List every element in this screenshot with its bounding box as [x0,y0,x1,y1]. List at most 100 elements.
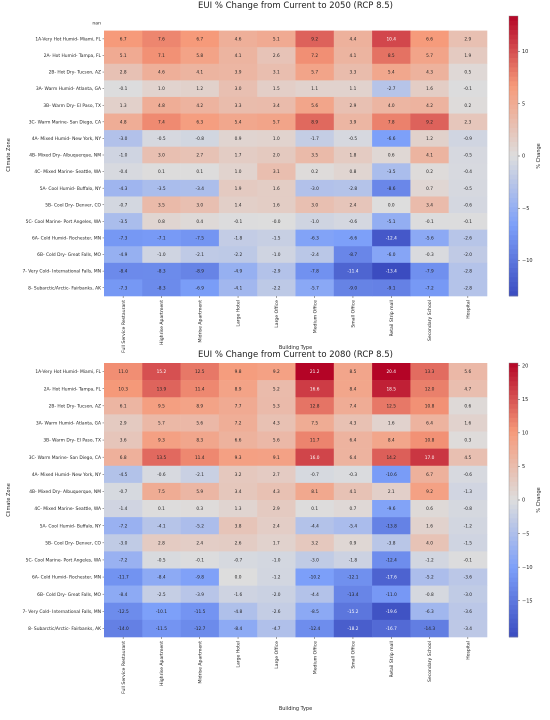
heatmap-cell [257,380,296,398]
cell-value-label: -12.4 [309,626,320,632]
heatmap-cell [218,619,258,638]
cell-value-label: 9.3 [235,455,242,461]
heatmap-cell [333,397,373,415]
heatmap-cell [218,500,258,518]
heatmap-cell [295,551,335,569]
colorbar-segment [509,363,518,368]
colorbar-segment [509,454,518,460]
heatmap-cell [410,47,449,65]
cell-value-label: 4.3 [273,421,280,427]
heatmap-cell [448,262,488,280]
colorbar-segment [509,58,518,64]
heatmap-cell [448,585,488,604]
heatmap-cell [372,213,411,230]
heatmap-cell [142,63,181,81]
heatmap-cell [257,96,296,114]
cell-value-label: -7.3 [119,236,128,242]
row-label: 5C- Cool Marine- Port Angeles, WA [26,219,101,225]
cell-value-label: -2.8 [464,285,473,291]
heatmap-cell [410,380,449,398]
cell-value-label: 1.0 [158,86,165,92]
colorbar-segment [509,165,518,171]
x-tick-label: Hospital [465,300,471,319]
heatmap-cell [295,96,335,114]
cell-value-label: -2.5 [157,592,166,598]
heatmap-cell [295,213,335,230]
cell-value-label: 0.6 [426,506,433,512]
heatmap-cell [257,113,296,131]
cell-value-label: 2.8 [158,540,165,546]
cell-value-label: 7.2 [311,53,318,59]
heatmap-cell [218,146,258,164]
heatmap-cell [142,517,181,535]
heatmap-cell [295,363,335,381]
colorbar-segment [509,605,518,610]
heatmap-cell [142,113,181,131]
colorbar-segment [509,272,518,278]
heatmap-cell [142,448,181,467]
colorbar-segment [509,25,518,31]
heatmap-cell [448,500,488,518]
row-label: 1A-Very Hot Humid- Miami, FL [35,369,101,375]
cell-value-label: -4.9 [119,252,128,258]
heatmap-cell [218,279,258,297]
cell-value-label: 5.1 [120,53,127,59]
heatmap-cell [257,146,296,164]
colorbar-segment [509,151,518,157]
cell-value-label: -5.7 [310,285,319,291]
x-tick-label: Highrise Apartment [159,300,165,345]
cell-value-label: -0.1 [464,86,473,92]
heatmap-cell [333,262,373,280]
cell-value-label: 0.1 [311,506,318,512]
heatmap-cell [257,414,296,432]
cell-value-label: 2.0 [273,153,280,159]
cell-value-label: -0.6 [349,219,358,225]
heatmap-cell [372,279,411,297]
cell-value-label: -12.4 [386,558,397,564]
heatmap-cell [180,262,220,280]
cell-value-label: -14.3 [424,626,435,632]
colorbar-segment [509,627,518,633]
cell-value-label: 4.3 [426,70,433,76]
colorbar-segment [509,123,518,129]
heatmap-cell [410,517,449,535]
cell-value-label: 5.6 [196,421,203,427]
heatmap-cell [448,448,488,467]
cell-value-label: 3.5 [311,153,318,159]
heatmap-cell [257,229,296,247]
heatmap-cell [142,585,181,604]
heatmap-cell [180,517,220,535]
cell-value-label: -2.9 [272,269,281,275]
cell-value-label: -7.2 [119,523,128,529]
heatmap-cell [333,179,373,197]
cell-value-label: -0.5 [157,136,166,142]
colorbar-segment [509,518,518,524]
row-label: 4A- Mixed Humid- New York, NY [32,472,102,478]
heatmap-cell [295,30,335,48]
cell-value-label: -8.9 [196,269,205,275]
cell-value-label: -5.2 [196,523,205,529]
colorbar-segment [509,254,518,260]
heatmap-cell [295,279,335,297]
colorbar-segment [509,573,518,579]
cell-value-label: 4.8 [158,103,165,109]
heatmap-cell [448,619,488,638]
heatmap-cell [410,431,449,449]
cell-value-label: 5.4 [235,119,242,125]
cell-value-label: 2.9 [120,421,127,427]
cell-value-label: 5.6 [273,438,280,444]
cell-value-label: 8.9 [311,119,318,125]
heatmap-cell [104,262,143,280]
cell-value-label: 9.2 [426,489,433,495]
heatmap-cell [333,130,373,148]
colorbar-segment [509,614,518,620]
heatmap-cell [180,196,220,214]
cell-value-label: -7.5 [196,236,205,242]
colorbar-segment [509,268,518,274]
cell-value-label: 8.9 [235,386,242,392]
cell-value-label: 3.6 [120,438,127,444]
cell-value-label: 2.4 [196,540,203,546]
colorbar-segment [509,422,518,428]
heatmap-cell [180,246,220,264]
